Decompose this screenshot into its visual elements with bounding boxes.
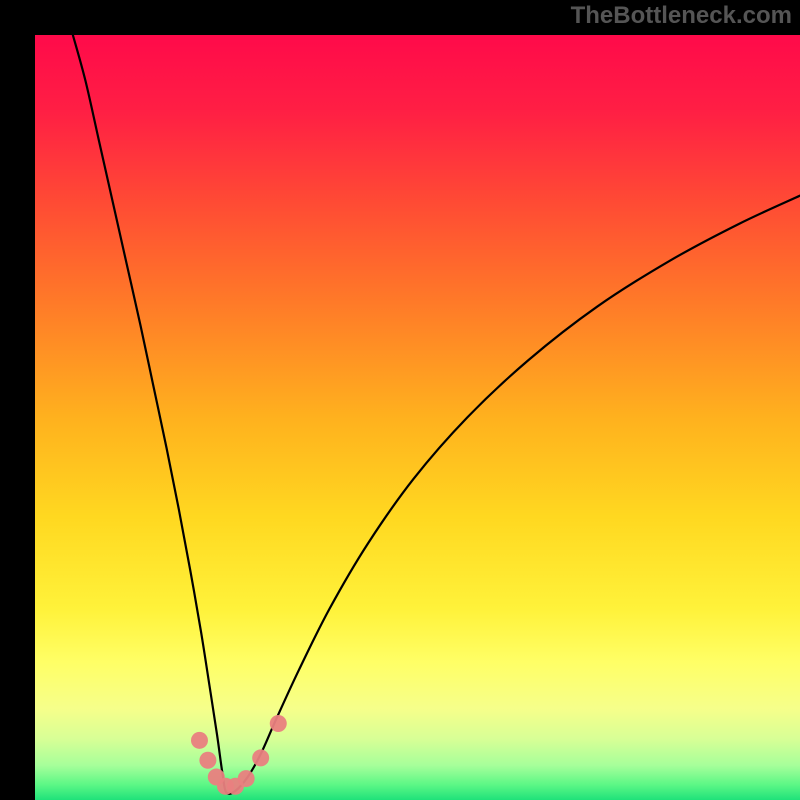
watermark-text: TheBottleneck.com	[571, 2, 792, 30]
chart-container: TheBottleneck.com	[0, 0, 800, 800]
data-marker	[199, 752, 216, 769]
data-marker	[191, 732, 208, 749]
data-marker	[252, 749, 269, 766]
data-marker	[270, 715, 287, 732]
plot-background	[35, 35, 800, 800]
chart-svg	[0, 0, 800, 800]
data-marker	[238, 770, 255, 787]
